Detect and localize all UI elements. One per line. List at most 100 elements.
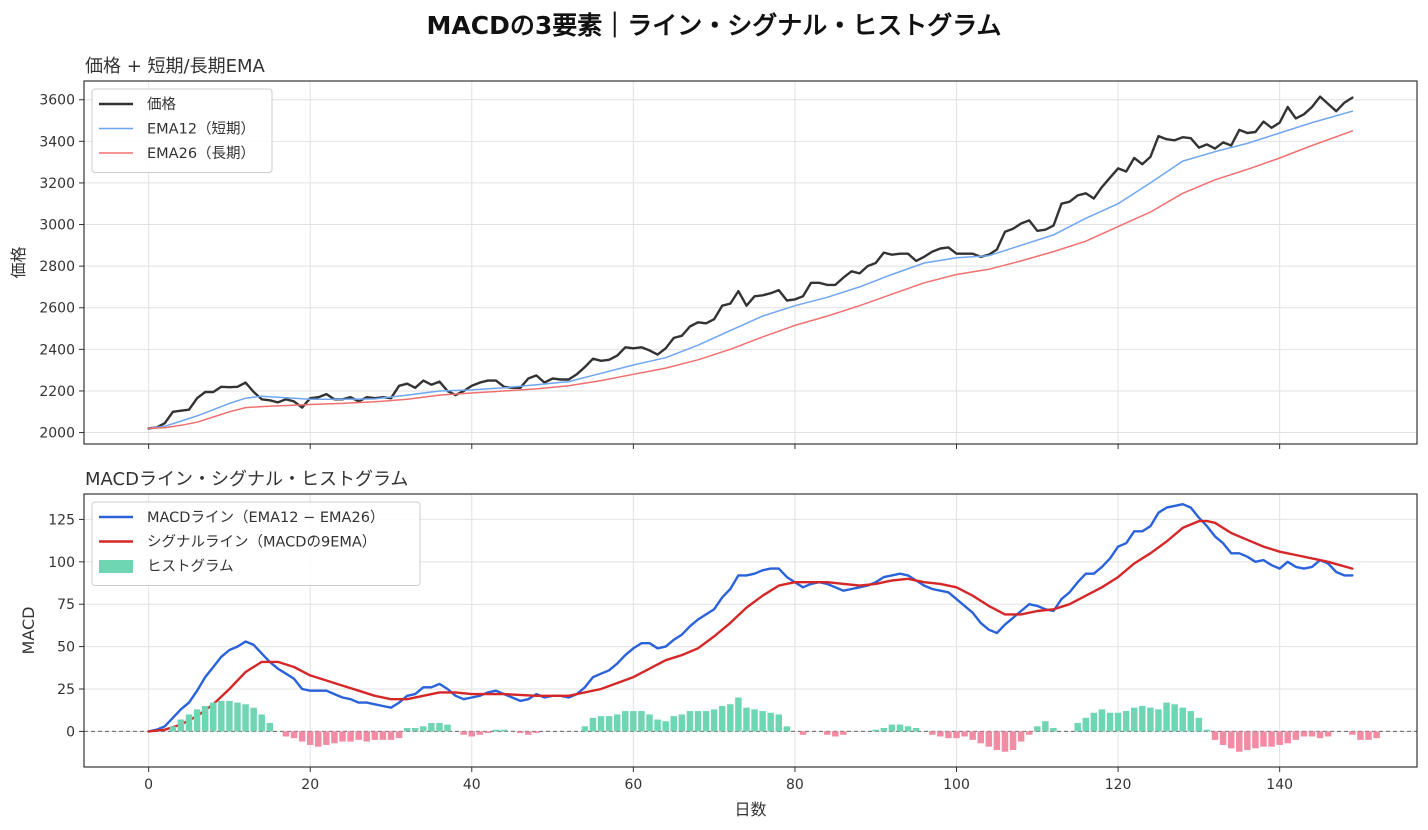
y-tick-label: 0 xyxy=(66,724,75,740)
histogram-bar xyxy=(387,731,395,740)
histogram-bar xyxy=(323,731,330,745)
histogram-bar xyxy=(1147,707,1154,732)
histogram-bar xyxy=(759,711,766,732)
histogram-bar xyxy=(1244,731,1251,751)
histogram-bar xyxy=(395,731,403,739)
histogram-bar xyxy=(1300,731,1308,737)
histogram-bar xyxy=(718,705,726,732)
histogram-bar xyxy=(888,724,896,732)
histogram-bar xyxy=(985,731,993,747)
histogram-bar xyxy=(1187,711,1195,732)
legend-box xyxy=(91,88,273,173)
histogram-bar xyxy=(727,704,734,732)
histogram-bar xyxy=(1163,702,1170,732)
histogram-bar xyxy=(646,714,653,732)
x-tick-label: 140 xyxy=(1266,777,1293,793)
histogram-bar xyxy=(500,729,508,732)
histogram-bar xyxy=(484,731,492,734)
price-panel: 価格 + 短期/長期EMA 2000 2200 2400 2600 2800 3000 320… xyxy=(9,56,1418,449)
histogram-bar xyxy=(371,731,379,740)
y-tick-label: 2200 xyxy=(39,384,75,400)
histogram-bar xyxy=(1090,712,1098,732)
y-tick-label: 2600 xyxy=(39,301,75,317)
histogram-bar xyxy=(694,711,702,732)
histogram-bar xyxy=(1252,731,1259,749)
histogram-bar xyxy=(638,711,645,732)
histogram-bar xyxy=(476,731,484,735)
histogram-bar xyxy=(589,717,597,732)
series-line-0-1 xyxy=(147,110,1354,430)
histogram-bar xyxy=(1009,731,1017,751)
histogram-bar xyxy=(201,705,209,732)
histogram-bar xyxy=(1171,704,1178,732)
histogram-bar xyxy=(1357,731,1364,740)
histogram-bar xyxy=(969,731,976,740)
histogram-bar xyxy=(1017,731,1025,742)
histogram-bar xyxy=(347,731,354,742)
y-tick-label: 75 xyxy=(57,597,75,613)
legend-swatch xyxy=(99,560,133,573)
histogram-bar xyxy=(266,722,274,732)
histogram-bar xyxy=(630,711,637,732)
histogram-bar xyxy=(1122,711,1130,732)
x-tick-label: 100 xyxy=(943,777,970,793)
histogram-bar xyxy=(468,731,476,737)
histogram-bar xyxy=(339,731,346,742)
histogram-bar xyxy=(904,726,912,732)
histogram-bar xyxy=(961,731,968,737)
histogram-bar xyxy=(226,700,233,732)
histogram-bar xyxy=(1131,707,1138,732)
histogram-bar xyxy=(1025,731,1033,735)
legend-label: 価格 xyxy=(147,96,176,113)
histogram-bar xyxy=(929,731,936,735)
y-tick-label: 50 xyxy=(57,640,75,656)
histogram-bar xyxy=(411,728,419,732)
series-line-1-1 xyxy=(147,519,1354,733)
histogram-bar xyxy=(1211,731,1219,740)
series-line-1-0 xyxy=(147,503,1354,733)
series-line-0-0 xyxy=(147,95,1354,430)
histogram-bar xyxy=(896,724,904,732)
histogram-bar xyxy=(363,731,370,742)
histogram-bar xyxy=(799,731,807,735)
histogram-bar xyxy=(242,704,249,732)
histogram-bar xyxy=(403,728,411,732)
y-tick-label: 2400 xyxy=(39,342,75,358)
histogram-bar xyxy=(1349,731,1356,735)
histogram-bar xyxy=(355,731,362,740)
macd-legend: MACDライン（EMA12 − EMA26） シグナルライン（MACDの9EMA）… xyxy=(91,501,421,586)
histogram-bar xyxy=(937,731,944,737)
histogram-bar xyxy=(492,729,500,732)
histogram-bar xyxy=(840,731,847,735)
histogram-bar xyxy=(460,731,467,735)
histogram-bar xyxy=(420,726,427,732)
histogram-bar xyxy=(1195,717,1203,732)
legend-label: シグナルライン（MACDの9EMA） xyxy=(147,534,376,551)
x-tick-label: 60 xyxy=(624,777,642,793)
histogram-bar xyxy=(428,722,435,732)
x-axis-label: 日数 xyxy=(734,800,766,819)
histogram-bar xyxy=(735,697,742,732)
histogram-bar xyxy=(710,709,718,732)
histogram-bar xyxy=(686,711,694,732)
histogram-bar xyxy=(622,711,629,732)
price-legend: 価格 EMA12（短期） EMA26（長期） xyxy=(91,88,273,173)
histogram-bar xyxy=(702,711,710,732)
y-tick-label: 3400 xyxy=(39,134,75,150)
histogram-bar xyxy=(783,726,791,732)
histogram-bar xyxy=(1268,731,1275,747)
price-y-axis-label: 価格 xyxy=(9,246,28,278)
x-tick-label: 0 xyxy=(144,777,153,793)
histogram-bar xyxy=(605,716,613,732)
histogram-bar xyxy=(832,731,839,737)
histogram-bar xyxy=(290,731,298,739)
histogram-bar xyxy=(1001,731,1009,752)
histogram-bar xyxy=(379,731,387,740)
legend-box xyxy=(91,501,421,586)
y-tick-label: 2800 xyxy=(39,259,75,275)
macd-panel-title: MACDライン・シグナル・ヒストグラム xyxy=(85,469,408,490)
histogram-bar xyxy=(306,731,314,745)
macd-panel: MACDライン・シグナル・ヒストグラム 0 20 40 60 80 100 120 140 0 25… xyxy=(19,469,1418,819)
histogram-bar xyxy=(1219,731,1227,745)
histogram-bar xyxy=(1324,731,1332,737)
